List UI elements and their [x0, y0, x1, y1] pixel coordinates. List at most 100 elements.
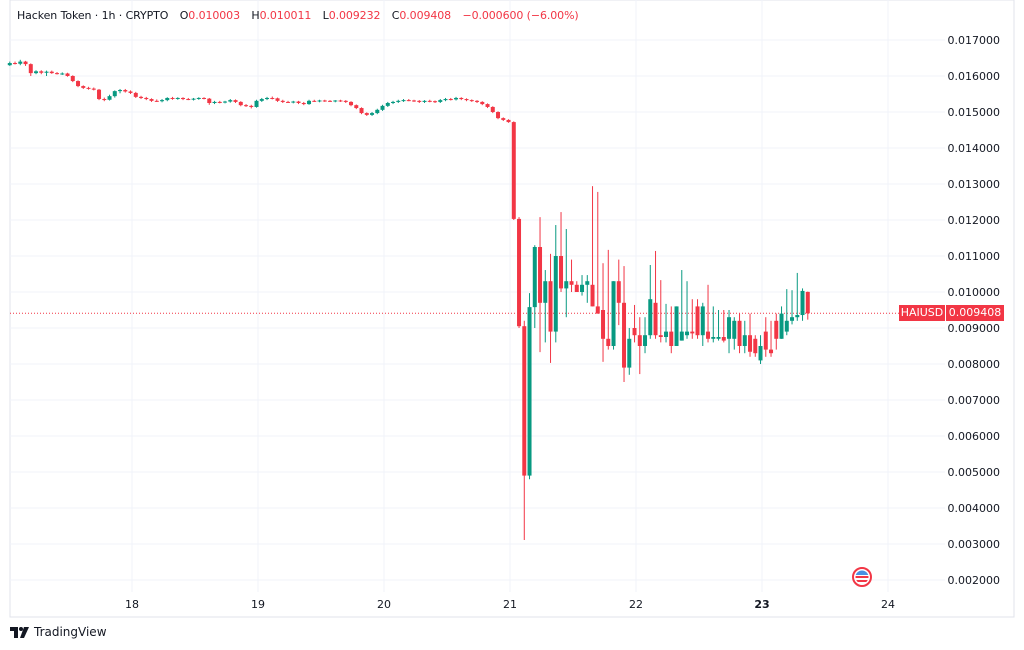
symbol-legend[interactable]: Hacken Token · 1h · CRYPTO O0.010003 H0.…: [17, 9, 579, 22]
candle: [737, 313, 742, 354]
candle: [149, 98, 154, 102]
candle-body: [385, 103, 390, 106]
candle-body: [123, 90, 128, 92]
candle-body: [375, 109, 380, 114]
candle: [559, 212, 564, 292]
symbol-name: Hacken Token: [17, 9, 92, 22]
low-label: L: [322, 9, 329, 22]
candle: [422, 100, 427, 103]
candle: [585, 275, 590, 303]
candle-body: [480, 101, 485, 105]
candle: [39, 70, 44, 75]
candle-body: [748, 335, 753, 352]
candle-body: [669, 331, 674, 346]
candle: [160, 99, 165, 103]
candle: [401, 99, 406, 102]
candle-body: [601, 310, 606, 339]
candle: [317, 99, 322, 103]
tradingview-logo[interactable]: TradingView: [10, 625, 107, 639]
candle: [480, 101, 485, 106]
candle-body: [154, 100, 159, 102]
candle: [301, 101, 306, 106]
candle-body: [664, 331, 669, 337]
candle-body: [97, 89, 102, 100]
interval: 1h: [101, 9, 116, 22]
candle: [191, 97, 196, 101]
ticker-tag: HAIUSD: [899, 305, 945, 321]
y-tick-label: 0.009000: [948, 322, 1001, 335]
candle-body: [695, 306, 700, 336]
candle: [763, 317, 768, 357]
candle-body: [196, 97, 201, 99]
candle: [527, 293, 532, 480]
candle-body: [270, 97, 275, 99]
candle: [748, 313, 753, 357]
candle: [506, 119, 511, 123]
candle-body: [543, 281, 548, 303]
y-tick-label: 0.002000: [948, 574, 1001, 587]
candle-body: [275, 98, 280, 101]
candle: [406, 99, 411, 102]
candle-body: [312, 100, 317, 102]
candle-body: [443, 99, 448, 101]
candle-body: [149, 99, 154, 101]
x-tick-label: 23: [754, 598, 769, 611]
candles: [7, 59, 810, 541]
candle: [412, 99, 417, 102]
candle: [107, 94, 112, 101]
candle: [532, 245, 537, 328]
candle: [574, 281, 579, 292]
time-axis[interactable]: 18 19 20 21 22 23 24: [125, 598, 895, 611]
candle-body: [475, 100, 480, 102]
candle: [543, 270, 548, 343]
candle: [522, 320, 527, 541]
price-axis[interactable]: 0.017000 0.016000 0.015000 0.014000 0.013000…: [948, 34, 1001, 587]
candle-body: [291, 101, 296, 103]
candle: [511, 121, 516, 220]
candle: [658, 280, 663, 343]
y-tick-label: 0.007000: [948, 394, 1001, 407]
candle: [307, 99, 312, 105]
candle-body: [679, 331, 684, 341]
candle: [454, 96, 459, 101]
candle: [123, 88, 128, 93]
candle-body: [438, 100, 443, 102]
candle: [627, 328, 632, 375]
candle-body: [763, 331, 768, 350]
candle-body: [28, 64, 33, 74]
candle-body: [396, 100, 401, 102]
candle-body: [648, 299, 653, 336]
candle: [485, 103, 490, 109]
y-tick-label: 0.005000: [948, 466, 1001, 479]
candle-body: [527, 307, 532, 476]
candle: [433, 100, 438, 103]
candle-body: [769, 349, 774, 354]
candle-body: [328, 100, 333, 102]
candle: [648, 265, 653, 339]
us-flag-icon[interactable]: [852, 567, 872, 587]
y-tick-label: 0.004000: [948, 502, 1001, 515]
candle: [679, 270, 684, 341]
candle: [254, 99, 259, 108]
candle-body: [391, 101, 396, 103]
candle: [34, 70, 39, 75]
candle-body: [70, 76, 75, 82]
candle-body: [506, 119, 511, 123]
candle-body: [13, 63, 18, 65]
candle: [70, 75, 75, 83]
candle: [370, 112, 375, 116]
candle-body: [217, 101, 222, 103]
candle-body: [753, 338, 758, 354]
candle: [622, 266, 627, 382]
candle-body: [758, 346, 763, 361]
candle: [790, 290, 795, 325]
candle: [270, 96, 275, 100]
candle: [448, 97, 453, 101]
candle-body: [181, 97, 186, 100]
candle: [721, 310, 726, 343]
candle: [359, 107, 364, 115]
candle: [438, 99, 443, 103]
candle: [758, 335, 763, 364]
candle: [569, 259, 574, 292]
